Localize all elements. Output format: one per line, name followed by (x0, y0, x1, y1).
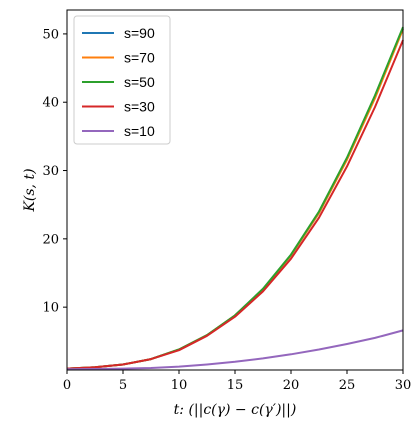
x-tick-label: 30 (395, 378, 412, 393)
legend-label: s=30 (124, 99, 155, 115)
y-tick-label: 50 (42, 27, 59, 42)
x-tick-label: 20 (283, 378, 300, 393)
x-tick-label: 5 (119, 378, 127, 393)
plot-lines (66, 26, 404, 371)
legend-label: s=10 (124, 123, 155, 139)
y-axis-ticks: 10 20 30 40 50 (42, 27, 67, 316)
y-tick-label: 30 (42, 164, 59, 179)
y-tick-label: 20 (42, 232, 59, 247)
x-tick-label: 25 (339, 378, 356, 393)
x-tick-label: 10 (171, 378, 188, 393)
series-line-s-30 (66, 39, 404, 370)
legend-label: s=70 (124, 50, 155, 66)
x-axis-label: t: (||c(γ) − c(γ′)||) (174, 402, 297, 418)
x-tick-label: 0 (63, 378, 71, 393)
legend: s=90 s=70 s=50 s=30 s=10 (73, 15, 171, 145)
y-axis-label: K(s, t) (22, 168, 38, 212)
x-tick-label: 15 (227, 378, 244, 393)
legend-box (73, 15, 171, 145)
x-axis-ticks: 0 5 10 15 20 25 30 (63, 370, 411, 393)
y-tick-label: 40 (42, 96, 59, 111)
series-line-s-10 (66, 329, 404, 371)
legend-label: s=50 (124, 74, 155, 90)
legend-label: s=90 (124, 25, 155, 41)
y-tick-label: 10 (42, 301, 59, 316)
